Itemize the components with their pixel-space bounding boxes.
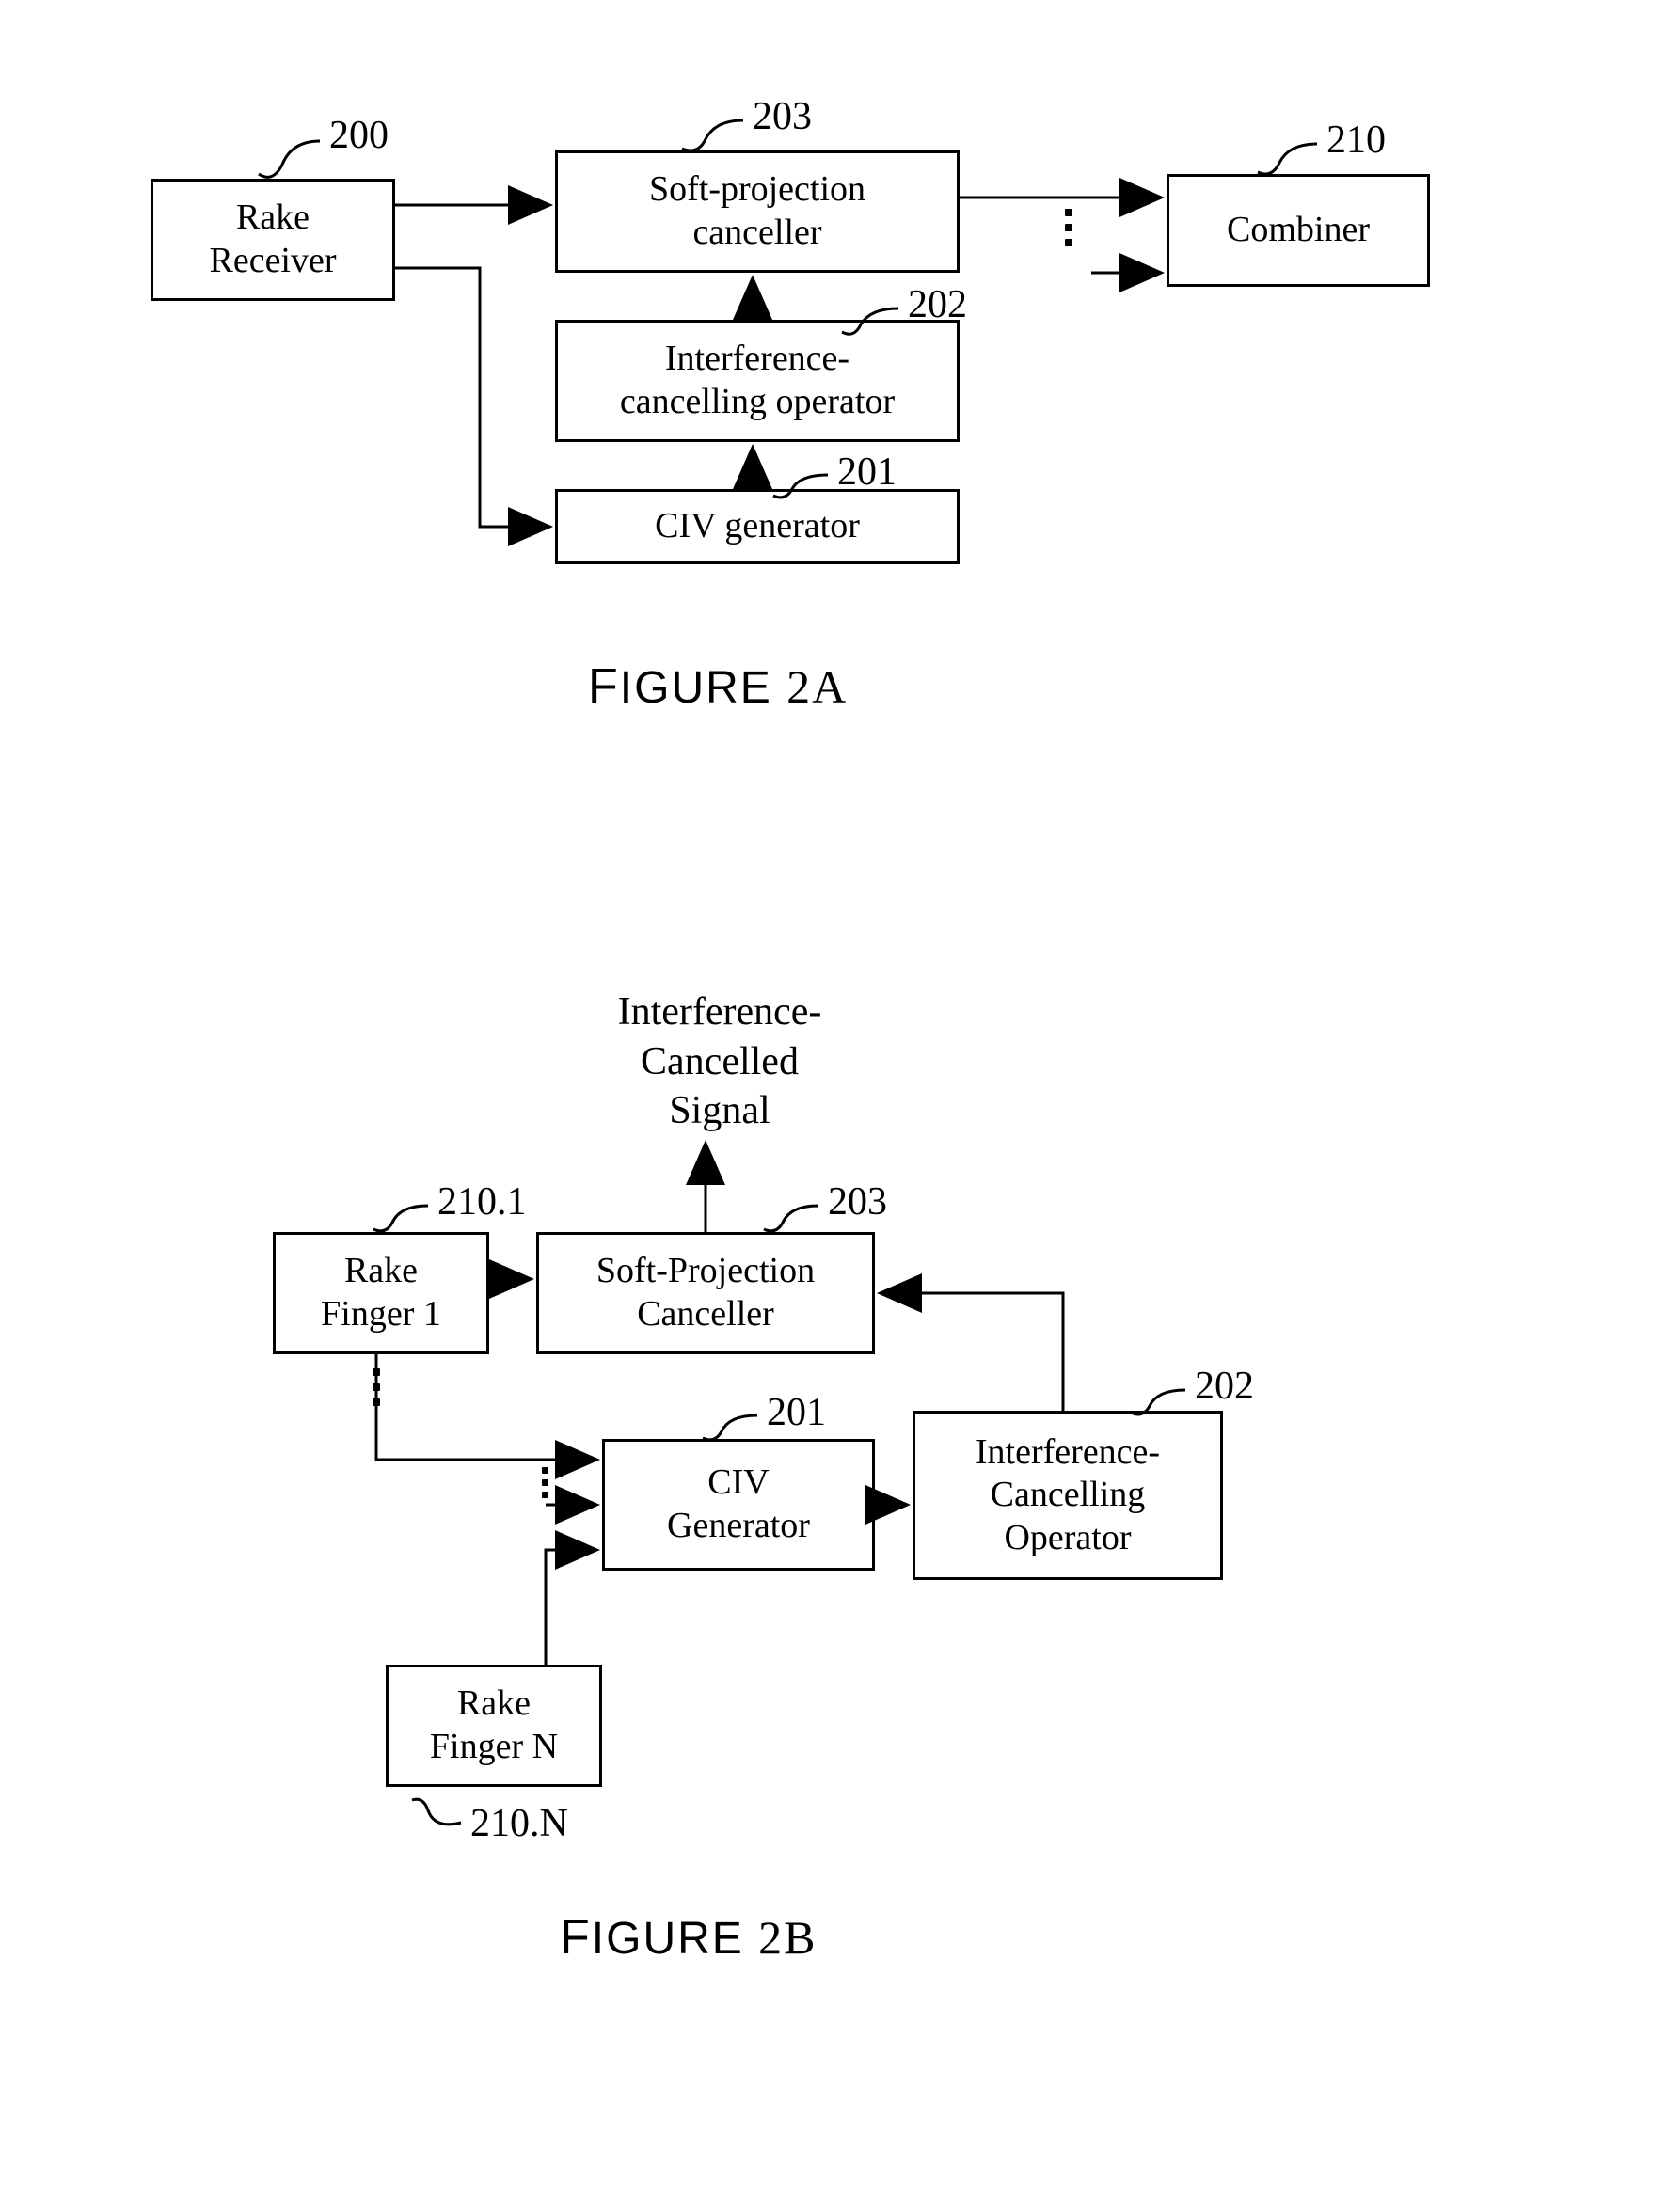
rake-fingers-dots	[373, 1368, 380, 1406]
caption-figure-2b: FIGURE 2B	[560, 1909, 817, 1966]
arrows-figure-b	[0, 0, 1667, 2212]
civ-input-dots	[542, 1467, 548, 1498]
